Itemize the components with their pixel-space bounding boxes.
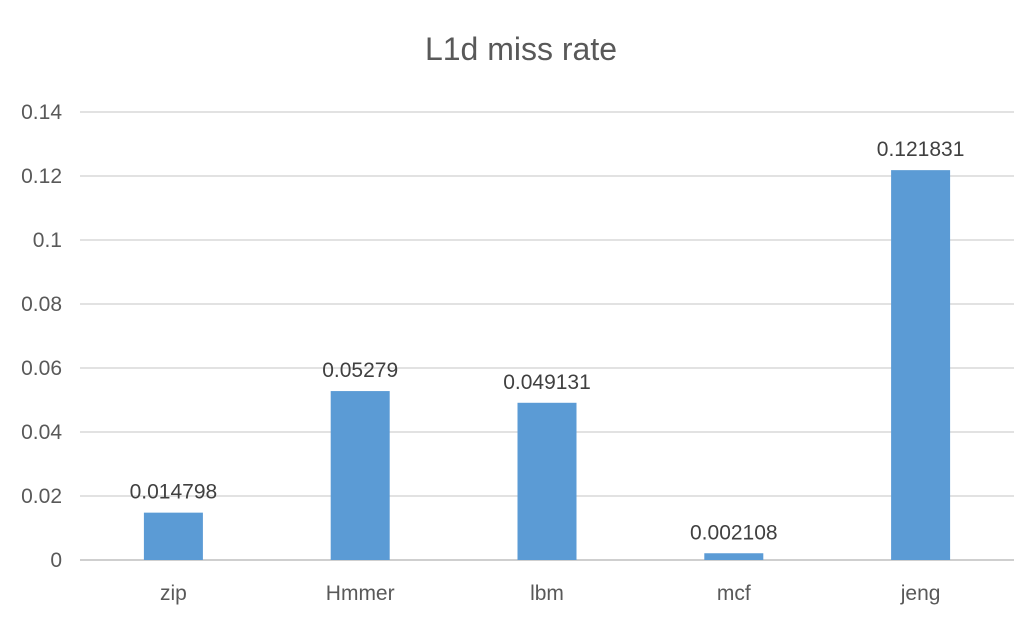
y-tick-label: 0.14 bbox=[21, 101, 62, 124]
y-tick-label: 0 bbox=[50, 549, 62, 572]
category-label-hmmer: Hmmer bbox=[326, 582, 395, 605]
data-label-mcf: 0.002108 bbox=[690, 521, 778, 544]
data-label-zip: 0.014798 bbox=[130, 481, 218, 504]
chart-title: L1d miss rate bbox=[425, 31, 617, 67]
y-tick-label: 0.04 bbox=[21, 421, 62, 444]
y-tick-label: 0.1 bbox=[33, 229, 62, 252]
bar-lbm bbox=[517, 402, 577, 560]
category-label-lbm: lbm bbox=[530, 582, 564, 605]
y-tick-label: 0.02 bbox=[21, 485, 62, 508]
data-label-hmmer: 0.05279 bbox=[322, 359, 398, 382]
category-label-jeng: jeng bbox=[900, 582, 941, 605]
x-axis-category-labels: zip Hmmer lbm mcf jeng bbox=[160, 582, 940, 605]
data-labels: 0.014798 0.05279 0.049131 0.002108 0.121831 bbox=[130, 138, 965, 544]
category-label-zip: zip bbox=[160, 582, 187, 605]
bar-hmmer bbox=[330, 391, 390, 560]
y-tick-label: 0.12 bbox=[21, 165, 62, 188]
y-axis-tick-labels: 0 0.02 0.04 0.06 0.08 0.1 0.12 0.14 bbox=[21, 101, 62, 572]
y-tick-label: 0.08 bbox=[21, 293, 62, 316]
bar-mcf bbox=[704, 553, 764, 560]
data-label-lbm: 0.049131 bbox=[503, 371, 591, 394]
bar-zip bbox=[143, 512, 203, 560]
bars bbox=[143, 170, 951, 560]
data-label-jeng: 0.121831 bbox=[877, 138, 965, 161]
category-label-mcf: mcf bbox=[717, 582, 751, 605]
y-tick-label: 0.06 bbox=[21, 357, 62, 380]
bar-jeng bbox=[891, 170, 951, 560]
